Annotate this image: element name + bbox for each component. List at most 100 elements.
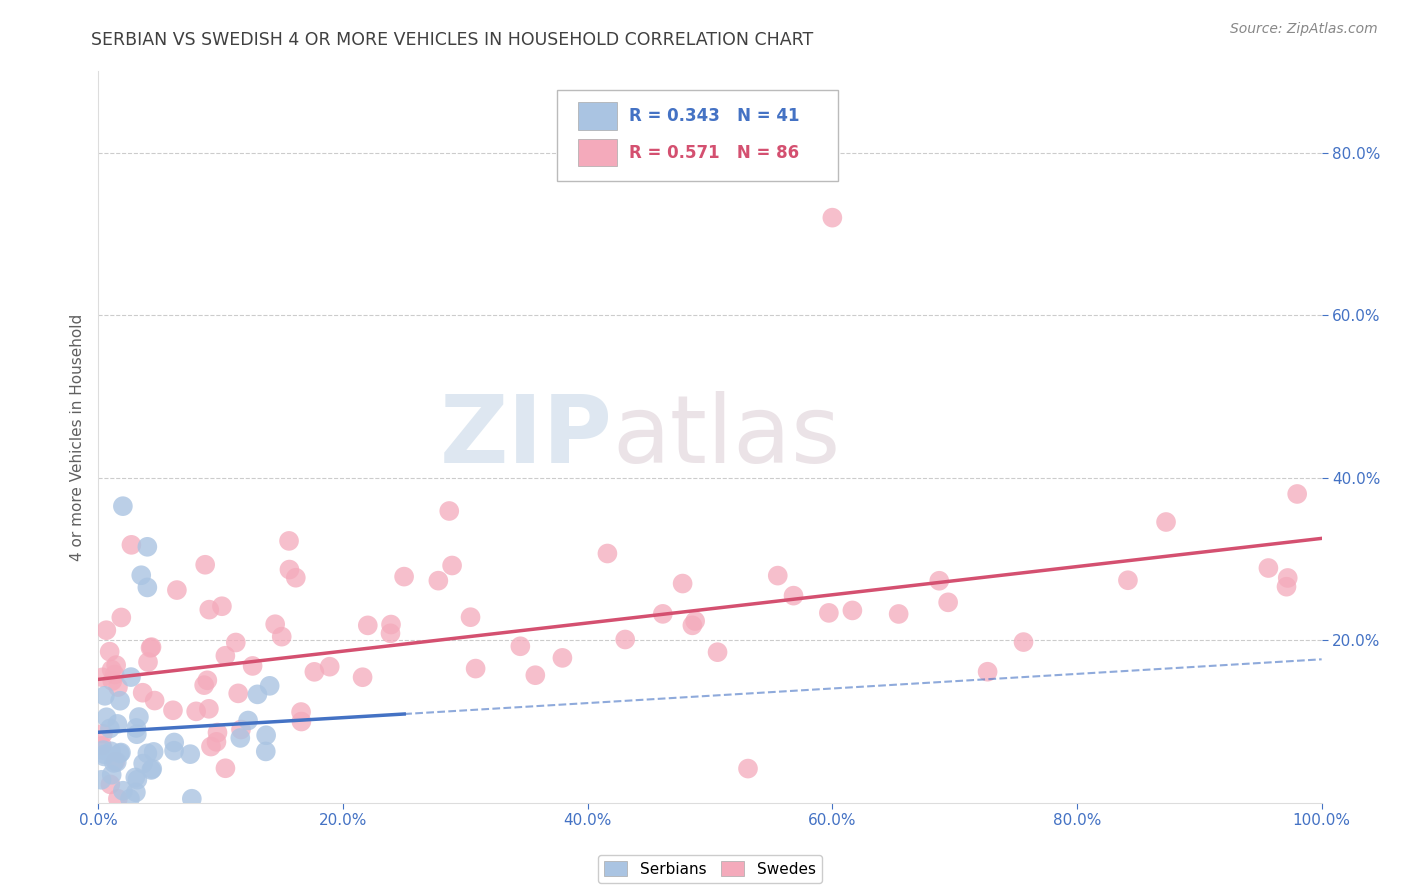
Point (129, 568, 152, 582)
Point (193, 678, 215, 692)
Point (1286, 487, 1309, 501)
Point (93, 747, 115, 762)
Point (205, 735, 228, 749)
Point (236, 714, 259, 728)
Point (108, 694, 131, 708)
Point (107, 717, 129, 731)
Point (120, 670, 142, 684)
Point (136, 540, 159, 554)
Point (125, 721, 148, 735)
Point (200, 739, 222, 754)
Point (120, 538, 142, 552)
Point (229, 731, 252, 745)
Point (141, 640, 163, 654)
Point (380, 626, 402, 640)
Point (93, 749, 115, 764)
Point (214, 761, 236, 775)
Point (98, 777, 121, 791)
Point (439, 504, 461, 518)
Point (766, 568, 789, 582)
Point (207, 725, 229, 739)
Point (259, 679, 281, 693)
Point (460, 610, 482, 624)
Point (319, 659, 342, 673)
Text: Source: ZipAtlas.com: Source: ZipAtlas.com (1230, 22, 1378, 37)
Point (136, 655, 159, 669)
Point (1275, 580, 1298, 594)
Point (104, 667, 127, 681)
Point (278, 563, 301, 577)
Point (136, 581, 159, 595)
Point (96, 623, 118, 637)
Point (100, 768, 122, 782)
Point (110, 610, 132, 624)
Point (131, 686, 153, 700)
Point (107, 680, 129, 694)
Point (98, 645, 121, 659)
Text: SERBIAN VS SWEDISH 4 OR MORE VEHICLES IN HOUSEHOLD CORRELATION CHART: SERBIAN VS SWEDISH 4 OR MORE VEHICLES IN… (91, 31, 814, 49)
Point (782, 589, 804, 603)
Text: atlas: atlas (612, 391, 841, 483)
Point (94, 689, 117, 703)
Point (141, 763, 163, 777)
Point (380, 617, 402, 632)
Point (136, 747, 159, 761)
Point (1257, 561, 1279, 575)
Bar (578, 138, 617, 167)
Point (91, 670, 114, 684)
FancyBboxPatch shape (557, 90, 838, 181)
Point (254, 728, 277, 742)
Point (107, 791, 129, 805)
Point (229, 723, 252, 737)
Point (98, 722, 121, 736)
Point (225, 635, 247, 649)
Point (139, 640, 162, 655)
Text: R = 0.571   N = 86: R = 0.571 N = 86 (630, 144, 800, 161)
Point (681, 618, 703, 632)
Point (125, 727, 148, 741)
Point (163, 744, 186, 758)
Point (551, 651, 574, 665)
Point (304, 665, 326, 679)
Point (194, 558, 217, 572)
Point (246, 687, 269, 701)
Point (166, 583, 188, 598)
Point (226, 686, 249, 700)
Point (90, 772, 112, 787)
Point (976, 665, 998, 679)
Point (509, 640, 531, 654)
Point (596, 547, 619, 561)
Point (683, 614, 706, 628)
Point (141, 762, 163, 776)
Point (284, 571, 307, 585)
Point (128, 710, 150, 724)
Text: ZIP: ZIP (439, 391, 612, 483)
Point (1277, 571, 1299, 585)
Point (211, 599, 233, 614)
Text: R = 0.343   N = 41: R = 0.343 N = 41 (630, 107, 800, 125)
Point (91, 739, 114, 753)
Point (706, 645, 728, 659)
Bar (578, 102, 617, 130)
Point (179, 747, 201, 761)
Point (91, 727, 114, 741)
Point (111, 499, 134, 513)
Point (1012, 635, 1035, 649)
Point (110, 746, 132, 760)
Point (198, 602, 221, 616)
Point (290, 705, 312, 719)
Point (101, 673, 124, 688)
Point (936, 595, 959, 609)
Point (1154, 515, 1177, 529)
Point (195, 673, 218, 688)
Point (127, 772, 149, 787)
Point (163, 735, 186, 749)
Point (103, 756, 125, 770)
Point (672, 576, 695, 591)
Point (124, 771, 146, 785)
Point (108, 747, 131, 761)
Point (887, 607, 910, 621)
Point (290, 714, 312, 729)
Point (524, 668, 547, 682)
Point (143, 693, 166, 707)
